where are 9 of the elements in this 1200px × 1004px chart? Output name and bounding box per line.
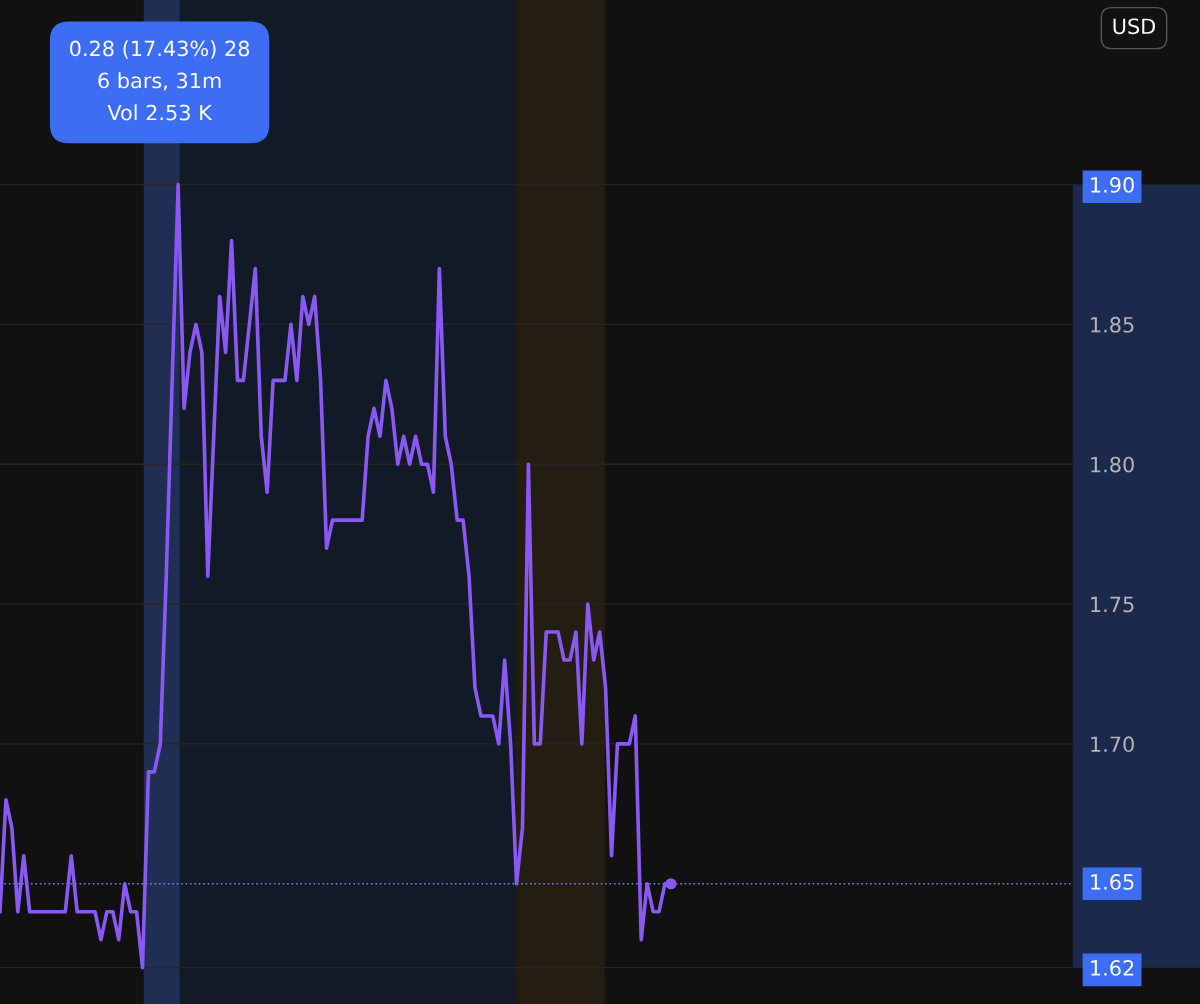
- y-tick-label: 1.80: [1091, 456, 1134, 473]
- annotation: 0.28 (17.43%) 28 6 bars, 31m Vol 2.53 K: [70, 40, 250, 121]
- ref-line-label: 1.65: [1091, 874, 1134, 890]
- y-tick-label: 1.85: [1091, 316, 1134, 333]
- y-tick-label: 1.90: [1091, 177, 1134, 193]
- y-tick-label: 1.75: [1091, 596, 1134, 613]
- y-tick-label: 1.62: [1091, 960, 1134, 976]
- y-tick-label: 1.70: [1091, 736, 1134, 753]
- text: USD: [1113, 18, 1156, 35]
